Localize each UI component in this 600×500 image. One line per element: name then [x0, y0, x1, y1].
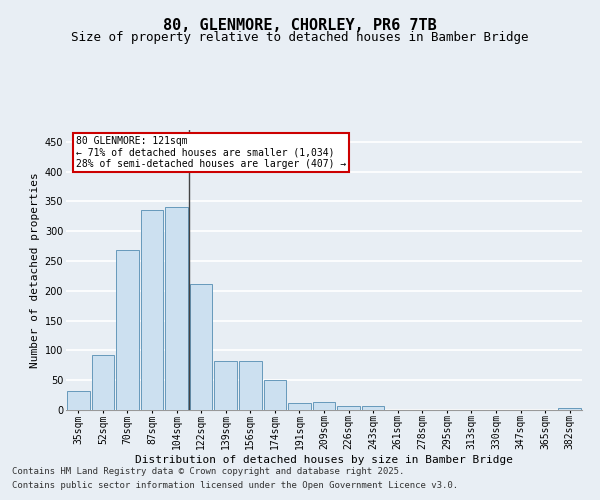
Bar	[116, 250, 139, 410]
Bar	[165, 208, 188, 410]
Bar	[239, 360, 262, 410]
Bar	[362, 406, 385, 410]
Bar	[214, 360, 237, 410]
Text: 80 GLENMORE: 121sqm
← 71% of detached houses are smaller (1,034)
28% of semi-det: 80 GLENMORE: 121sqm ← 71% of detached ho…	[76, 136, 347, 169]
Bar	[263, 380, 286, 410]
Y-axis label: Number of detached properties: Number of detached properties	[31, 172, 40, 368]
Bar	[559, 408, 581, 410]
Text: Contains public sector information licensed under the Open Government Licence v3: Contains public sector information licen…	[12, 481, 458, 490]
Bar	[190, 284, 212, 410]
X-axis label: Distribution of detached houses by size in Bamber Bridge: Distribution of detached houses by size …	[135, 455, 513, 465]
Text: Size of property relative to detached houses in Bamber Bridge: Size of property relative to detached ho…	[71, 31, 529, 44]
Bar	[288, 403, 311, 410]
Text: 80, GLENMORE, CHORLEY, PR6 7TB: 80, GLENMORE, CHORLEY, PR6 7TB	[163, 18, 437, 32]
Bar	[92, 355, 114, 410]
Bar	[313, 402, 335, 410]
Bar	[67, 391, 89, 410]
Bar	[337, 406, 360, 410]
Bar	[140, 210, 163, 410]
Text: Contains HM Land Registry data © Crown copyright and database right 2025.: Contains HM Land Registry data © Crown c…	[12, 467, 404, 476]
